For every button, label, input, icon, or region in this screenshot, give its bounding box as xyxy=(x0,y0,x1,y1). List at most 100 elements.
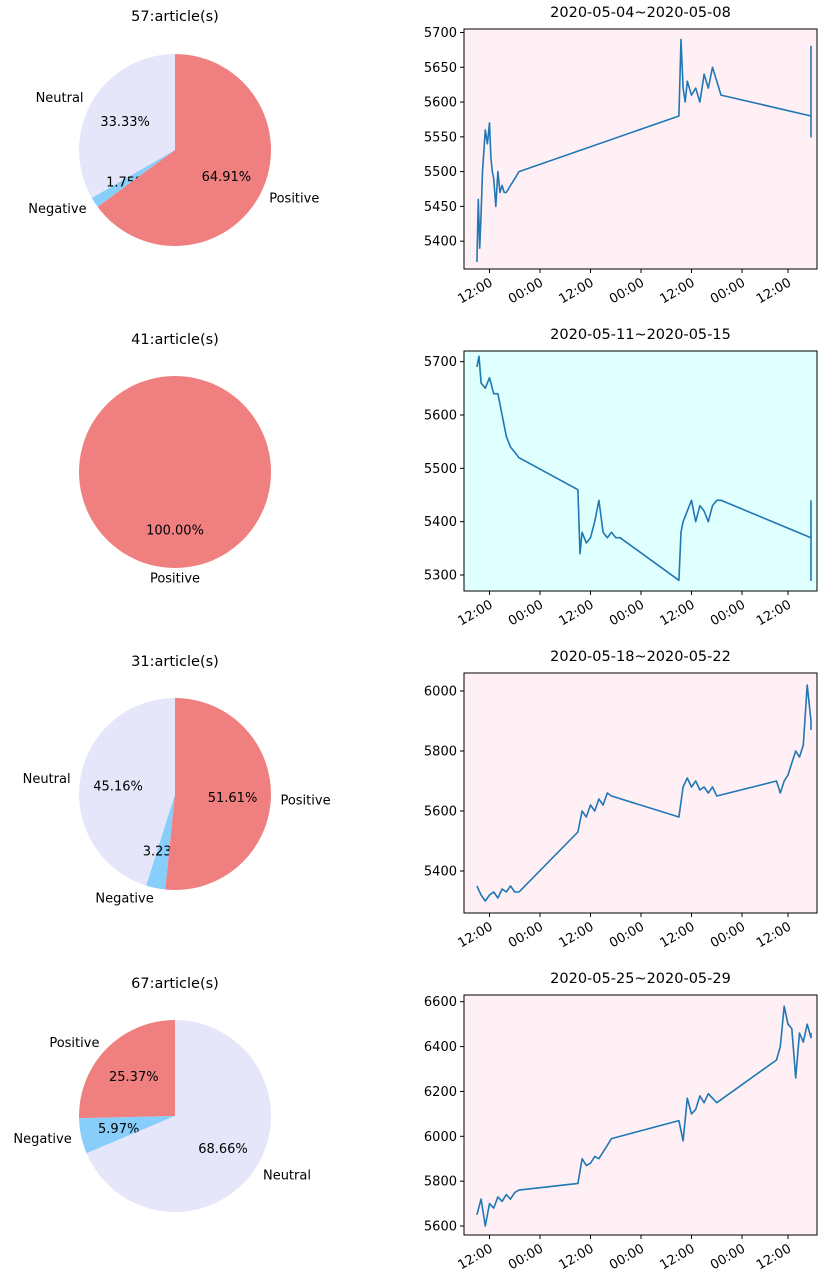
x-tick-label: 12:00 xyxy=(754,597,794,629)
pie-pct-label: 51.61% xyxy=(208,791,258,806)
y-tick-label: 5700 xyxy=(424,26,457,41)
y-tick-label: 6400 xyxy=(424,1040,457,1055)
pie-pct-label: 100.00% xyxy=(146,524,204,539)
pie-slice xyxy=(91,150,175,207)
pie-pct-label: 25.37% xyxy=(109,1070,159,1085)
line-chart: 2020-05-11~2020-05-15 5300 5400 5500 5600 570… xyxy=(424,327,818,629)
pie-slice xyxy=(86,1020,271,1212)
line-chart-title: 2020-05-18~2020-05-22 xyxy=(550,649,731,665)
x-tick-label: 12:00 xyxy=(754,919,794,951)
x-tick-label: 12:00 xyxy=(658,597,698,629)
y-tick-label: 5450 xyxy=(424,200,457,215)
pie-chart: 31:article(s)45.16%Neutral3.23%Negative5… xyxy=(23,654,331,906)
x-tick-label: 12:00 xyxy=(754,275,794,307)
line-chart-title: 2020-05-11~2020-05-15 xyxy=(550,327,731,343)
pie-slice xyxy=(78,1020,175,1119)
plot-area xyxy=(464,673,817,913)
y-tick-label: 5600 xyxy=(424,805,457,820)
pie-slice xyxy=(79,1116,175,1154)
y-tick-label: 5400 xyxy=(424,865,457,880)
x-tick-label: 12:00 xyxy=(557,597,597,629)
pie-title: 67:article(s) xyxy=(131,976,219,992)
y-tick-label: 5600 xyxy=(424,409,457,424)
x-tick-label: 00:00 xyxy=(607,1241,647,1273)
plot-area xyxy=(464,29,817,269)
pie-slice-label: Positive xyxy=(49,1036,99,1051)
pie-slice-label: Negative xyxy=(13,1132,71,1147)
x-tick-label: 12:00 xyxy=(557,275,597,307)
x-tick-label: 00:00 xyxy=(708,275,748,307)
x-tick-label: 12:00 xyxy=(456,275,496,307)
y-tick-label: 5500 xyxy=(424,165,457,180)
pie-slice-label: Positive xyxy=(269,192,319,207)
y-tick-label: 5800 xyxy=(424,1175,457,1190)
x-tick-label: 00:00 xyxy=(506,1241,546,1273)
x-tick-label: 00:00 xyxy=(506,275,546,307)
y-tick-label: 6000 xyxy=(424,1130,457,1145)
y-tick-label: 5600 xyxy=(424,96,457,111)
pie-slice xyxy=(146,794,175,890)
x-tick-label: 00:00 xyxy=(607,275,647,307)
pie-pct-label: 64.91% xyxy=(202,170,252,185)
line-chart-title: 2020-05-04~2020-05-08 xyxy=(550,5,731,21)
pie-pct-label: 33.33% xyxy=(100,115,150,130)
y-tick-label: 5700 xyxy=(424,355,457,370)
x-tick-label: 00:00 xyxy=(607,919,647,951)
pie-title: 31:article(s) xyxy=(131,654,219,670)
pie-chart: 67:article(s) 25.37% Positive 5.97% Negative… xyxy=(13,976,311,1212)
y-tick-label: 5500 xyxy=(424,462,457,477)
pie-title: 41:article(s) xyxy=(131,332,219,348)
line-chart: 2020-05-18~2020-05-22 5400 5600 5800 6000 12:… xyxy=(424,649,818,951)
price-line xyxy=(476,38,812,263)
line-chart: 2020-05-04~2020-05-08 5400 5450 5500 5550 560… xyxy=(424,5,818,307)
y-tick-label: 5650 xyxy=(424,61,457,76)
axes-frame xyxy=(463,28,818,270)
pie-pct-label: 68.66% xyxy=(198,1142,248,1157)
x-tick-label: 00:00 xyxy=(708,1241,748,1273)
line-chart-title: 2020-05-25~2020-05-29 xyxy=(550,971,731,987)
x-tick-label: 12:00 xyxy=(658,1241,698,1273)
y-tick-label: 5400 xyxy=(424,515,457,530)
y-tick-label: 5600 xyxy=(424,1220,457,1235)
pie-pct-label: 45.16% xyxy=(93,779,143,794)
price-line xyxy=(476,1005,812,1227)
x-tick-label: 12:00 xyxy=(456,1241,496,1273)
line-chart: 2020-05-25~2020-05-29 5600 5800 6000 6200 640… xyxy=(424,971,818,1273)
y-tick-label: 5300 xyxy=(424,569,457,584)
x-tick-label: 12:00 xyxy=(658,919,698,951)
y-tick-label: 5800 xyxy=(424,745,457,760)
axes-frame xyxy=(463,994,818,1236)
plot-area xyxy=(464,351,817,591)
x-tick-label: 12:00 xyxy=(557,1241,597,1273)
pie-slice xyxy=(79,698,175,886)
y-tick-label: 6200 xyxy=(424,1085,457,1100)
x-tick-label: 12:00 xyxy=(557,919,597,951)
y-tick-label: 6600 xyxy=(424,995,457,1010)
pie-chart: 41:article(s) 100.00% Positive xyxy=(79,332,271,587)
x-tick-label: 12:00 xyxy=(754,1241,794,1273)
x-tick-label: 12:00 xyxy=(456,919,496,951)
x-tick-label: 00:00 xyxy=(708,919,748,951)
pie-slice xyxy=(97,54,272,246)
x-tick-label: 00:00 xyxy=(607,597,647,629)
x-tick-label: 00:00 xyxy=(506,919,546,951)
y-tick-label: 5400 xyxy=(424,235,457,250)
axes-frame xyxy=(463,672,818,914)
pie-slice-label: Negative xyxy=(28,202,86,217)
y-tick-label: 6000 xyxy=(424,685,457,700)
y-tick-label: 5550 xyxy=(424,130,457,145)
pie-slice-label: Neutral xyxy=(23,772,71,787)
pie-title: 57:article(s) xyxy=(131,9,219,25)
pie-slice xyxy=(165,698,271,890)
x-tick-label: 00:00 xyxy=(708,597,748,629)
axes-frame xyxy=(463,350,818,592)
plot-area xyxy=(464,995,817,1235)
price-line xyxy=(476,684,812,902)
pie-slice-label: Positive xyxy=(280,793,330,808)
price-line xyxy=(476,355,812,582)
pie-slice-label: Neutral xyxy=(263,1168,311,1183)
pie-slice xyxy=(79,54,175,198)
pie-slice-label: Neutral xyxy=(36,91,84,106)
x-tick-label: 12:00 xyxy=(658,275,698,307)
